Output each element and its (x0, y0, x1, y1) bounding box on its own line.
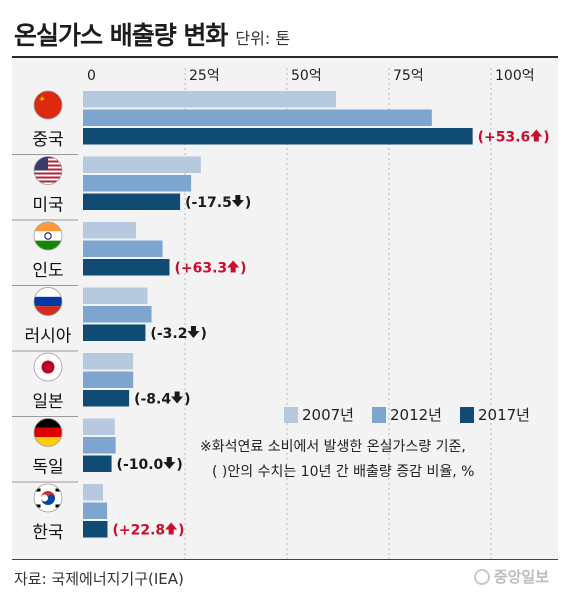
bar-2017 (83, 521, 108, 538)
bar-2007 (83, 222, 137, 239)
change-label: (-10.0 (117, 457, 164, 473)
bar-2017 (83, 324, 146, 341)
flag-border (33, 483, 63, 513)
bar-2012 (83, 240, 163, 257)
title-rule (12, 56, 558, 58)
x-tick-label: 0 (87, 68, 96, 84)
legend-swatch (460, 407, 474, 423)
japan-flag-icon (34, 353, 62, 381)
x-tick-label: 50억 (291, 68, 322, 84)
bar-2007 (83, 418, 115, 435)
flag-border (33, 90, 63, 120)
arrow-down-icon (171, 391, 184, 404)
country-label: 한국 (32, 523, 63, 543)
arrow-down-icon (187, 326, 200, 338)
change-label-close-paren: ) (245, 195, 251, 211)
legend-swatch (284, 407, 298, 423)
change-label: (+63.3 (174, 261, 227, 277)
arrow-down-icon (163, 457, 176, 469)
publisher-logo: 중앙일보 (473, 566, 549, 587)
flag-border (33, 221, 63, 251)
country-label: 중국 (32, 130, 63, 150)
bar-2017 (83, 128, 473, 145)
usa-flag-icon (34, 156, 62, 185)
source-text: 자료: 국제에너지기구(IEA) (14, 570, 184, 588)
bar-2007 (83, 91, 336, 108)
note-text: ( )안의 수치는 10년 간 배출량 증감 비율, % (212, 464, 474, 480)
flag-border (33, 287, 63, 316)
change-label: (-3.2 (150, 326, 187, 342)
change-label: (-8.4 (134, 392, 171, 408)
flag-border (33, 156, 63, 185)
title-row: 온실가스 배출량 변화 단위: 톤 (14, 16, 290, 50)
bar-2017 (83, 193, 181, 210)
change-label-close-paren: ) (178, 523, 184, 539)
bar-2012 (83, 306, 152, 323)
logo-text: 중앙일보 (493, 568, 549, 586)
bar-2017 (83, 455, 112, 472)
x-tick-label: 100억 (495, 68, 535, 84)
unit-label: 단위: 톤 (235, 29, 291, 48)
change-label: (+22.8 (112, 523, 165, 539)
logo-icon (473, 568, 490, 585)
country-label: 일본 (32, 392, 63, 412)
chart-title: 온실가스 배출량 변화 (14, 21, 228, 50)
change-label: (+53.6 (478, 130, 531, 146)
bar-2017 (83, 259, 170, 276)
change-label: (-17.5 (185, 195, 232, 211)
arrow-up-icon (165, 522, 178, 535)
bar-2012 (83, 175, 192, 192)
flag-border (33, 352, 63, 382)
country-label: 미국 (32, 196, 63, 216)
china-flag-icon (34, 91, 62, 119)
footer-rule (12, 559, 558, 560)
legend-label: 2007년 (302, 406, 354, 424)
bar-2007 (83, 156, 201, 173)
bar-2007 (83, 484, 103, 501)
x-tick-label: 75억 (393, 68, 424, 84)
korea-flag-icon (34, 484, 62, 512)
russia-flag-icon (34, 287, 62, 316)
country-label: 독일 (32, 458, 63, 478)
legend-label: 2012년 (390, 406, 442, 424)
flag-border (33, 418, 63, 447)
arrow-up-icon (227, 260, 240, 273)
bar-2007 (83, 353, 134, 370)
x-tick-label: 25억 (189, 68, 220, 84)
india-flag-icon (34, 222, 62, 250)
bar-2012 (83, 437, 116, 454)
arrow-up-icon (530, 129, 543, 142)
change-label-close-paren: ) (240, 261, 246, 277)
bar-2012 (83, 371, 134, 388)
country-label: 러시아 (25, 327, 72, 347)
bar-2012 (83, 109, 432, 126)
germany-flag-icon (34, 418, 62, 447)
note-text: ※화석연료 소비에서 발생한 온실가스량 기준, (200, 439, 466, 455)
change-label-close-paren: ) (200, 326, 206, 342)
change-label-close-paren: ) (176, 457, 182, 473)
bar-2012 (83, 502, 108, 519)
change-label-close-paren: ) (543, 130, 549, 146)
legend-swatch (372, 407, 386, 423)
change-label-close-paren: ) (184, 392, 190, 408)
bar-2007 (83, 287, 148, 304)
country-label: 인도 (32, 261, 63, 281)
legend-label: 2017년 (478, 406, 530, 424)
arrow-down-icon (231, 195, 244, 207)
bar-2017 (83, 390, 130, 407)
